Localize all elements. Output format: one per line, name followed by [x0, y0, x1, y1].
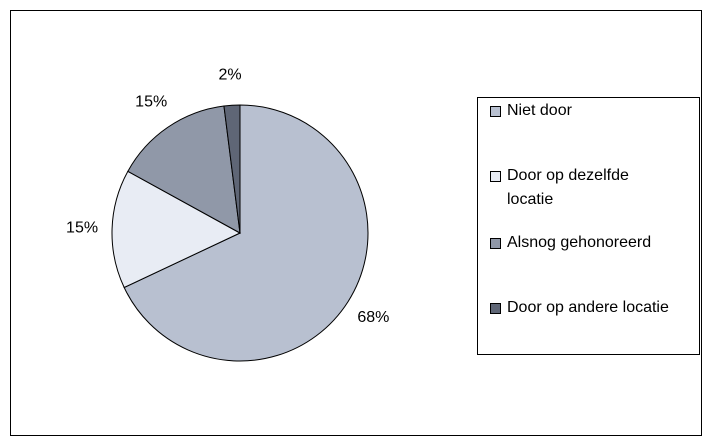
pie-slice	[111, 170, 242, 289]
legend-label: Door op dezelfde locatie	[507, 167, 629, 208]
legend: Niet door Door op dezelfde locatie Alsnog …	[477, 97, 700, 355]
legend-label: Niet door	[507, 102, 572, 119]
legend-swatch	[490, 171, 501, 182]
chart-border	[10, 10, 702, 436]
slice-label: 15%	[66, 219, 98, 236]
legend-item: Door op andere locatie	[490, 296, 677, 320]
legend-item: Door op dezelfde locatie	[490, 164, 677, 212]
pie-slice	[223, 104, 241, 234]
legend-swatch	[490, 238, 501, 249]
legend-label: Alsnog gehonoreerd	[507, 234, 652, 251]
legend-swatch	[490, 303, 501, 314]
legend-item: Alsnog gehonoreerd	[490, 231, 677, 255]
slice-label: 2%	[219, 67, 242, 84]
slice-label: 15%	[135, 94, 167, 111]
pie-slice	[123, 104, 369, 362]
legend-swatch	[490, 106, 501, 117]
pie-slice	[127, 105, 241, 234]
legend-label: Door op andere locatie	[507, 299, 669, 316]
legend-item: Niet door	[490, 99, 677, 123]
slice-label: 68%	[357, 309, 389, 326]
